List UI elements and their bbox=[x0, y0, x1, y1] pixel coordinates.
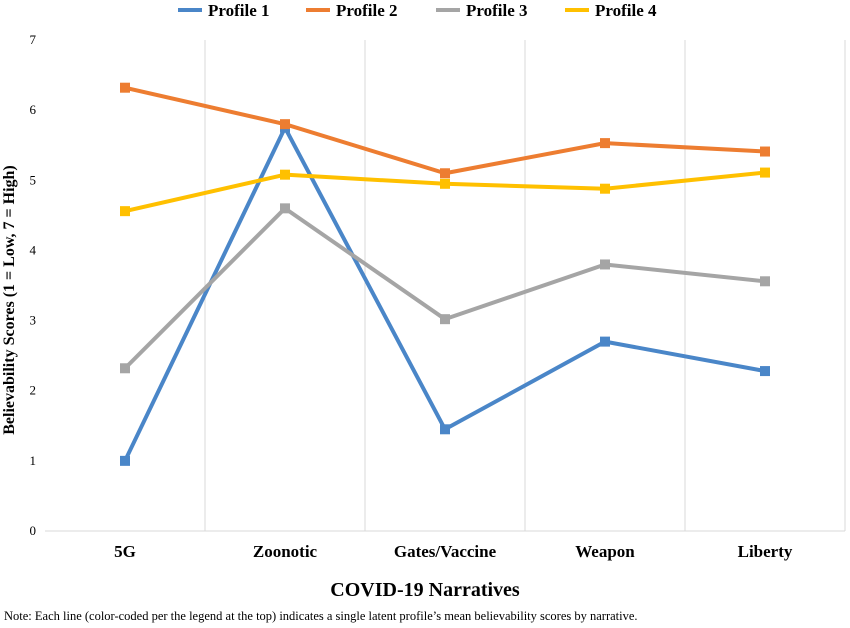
data-point bbox=[280, 119, 290, 130]
series-2 bbox=[120, 82, 770, 179]
series-line bbox=[123, 206, 766, 370]
data-point bbox=[280, 169, 290, 180]
y-tick-label: 1 bbox=[30, 453, 37, 468]
data-point bbox=[440, 314, 450, 325]
legend-label: Profile 1 bbox=[208, 1, 270, 20]
data-point bbox=[280, 203, 290, 214]
y-tick-label: 0 bbox=[30, 523, 37, 538]
data-point bbox=[760, 276, 770, 287]
legend-label: Profile 4 bbox=[595, 1, 657, 20]
x-tick-label: Gates/Vaccine bbox=[394, 542, 497, 561]
line-chart: Profile 1 Profile 2 Profile 3 Profile 4 0 1 2… bbox=[1, 1, 846, 601]
y-tick-label: 2 bbox=[30, 383, 37, 398]
y-tick-label: 6 bbox=[30, 102, 37, 117]
data-point bbox=[760, 167, 770, 178]
legend-label: Profile 3 bbox=[466, 1, 528, 20]
data-point bbox=[600, 138, 610, 149]
series-4 bbox=[120, 167, 770, 217]
data-point bbox=[440, 178, 450, 189]
x-tick-label: Zoonotic bbox=[253, 542, 318, 561]
data-point bbox=[440, 168, 450, 179]
y-tick-label: 4 bbox=[30, 242, 37, 257]
data-point bbox=[600, 259, 610, 270]
data-point bbox=[600, 336, 610, 347]
data-point bbox=[760, 366, 770, 377]
data-point bbox=[120, 455, 130, 466]
legend-label: Profile 2 bbox=[336, 1, 398, 20]
data-point bbox=[120, 363, 130, 374]
x-tick-label: Liberty bbox=[738, 542, 793, 561]
data-point bbox=[120, 82, 130, 93]
data-point bbox=[760, 146, 770, 157]
y-axis-title: Believability Scores (1 = Low, 7 = High) bbox=[1, 165, 18, 435]
data-point bbox=[120, 206, 130, 217]
data-point bbox=[440, 424, 450, 435]
data-point bbox=[600, 183, 610, 194]
x-tick-labels: 5G Zoonotic Gates/Vaccine Weapon Liberty bbox=[114, 542, 793, 561]
x-tick-label: Weapon bbox=[575, 542, 635, 561]
series-3 bbox=[120, 203, 770, 374]
legend-item: Profile 1 bbox=[178, 1, 270, 20]
legend: Profile 1 Profile 2 Profile 3 Profile 4 bbox=[178, 1, 657, 20]
y-tick-label: 5 bbox=[30, 172, 37, 187]
y-tick-label: 3 bbox=[30, 313, 37, 328]
y-tick-labels: 0 1 2 3 4 5 6 7 bbox=[30, 32, 37, 538]
series-line bbox=[124, 85, 766, 176]
x-axis-title: COVID-19 Narratives bbox=[330, 579, 520, 601]
gridlines bbox=[45, 40, 846, 532]
legend-item: Profile 4 bbox=[565, 1, 657, 20]
x-tick-label: 5G bbox=[114, 542, 136, 561]
y-tick-label: 7 bbox=[30, 32, 37, 47]
legend-item: Profile 3 bbox=[436, 1, 528, 20]
series-group bbox=[120, 82, 770, 466]
figure-note: Note: Each line (color-coded per the leg… bbox=[4, 609, 638, 623]
series-line bbox=[124, 170, 766, 214]
legend-item: Profile 2 bbox=[306, 1, 398, 20]
